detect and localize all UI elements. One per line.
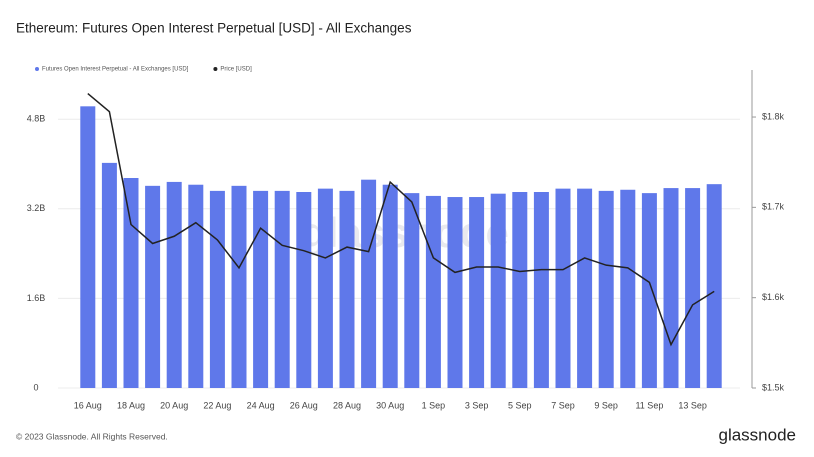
bar [361, 179, 377, 388]
y2-tick-label: $1.7k [762, 202, 785, 212]
legend-marker [35, 67, 39, 71]
bar [101, 162, 117, 388]
bar [663, 188, 679, 388]
bar [469, 197, 485, 388]
bar [706, 184, 722, 388]
bar [641, 193, 657, 388]
y-tick-label: 4.8B [27, 114, 46, 124]
y-tick-label: 0 [33, 382, 38, 392]
y-tick-label: 3.2B [27, 203, 46, 213]
x-tick-label: 7 Sep [551, 400, 575, 410]
x-tick-label: 26 Aug [290, 400, 318, 410]
bar [533, 192, 549, 388]
y2-tick-label: $1.6k [762, 292, 785, 302]
bar [188, 184, 204, 388]
bar [577, 188, 593, 388]
bar [620, 189, 636, 388]
y2-tick-label: $1.5k [762, 382, 785, 392]
bar [317, 188, 333, 388]
footer: © 2023 Glassnode. All Rights Reserved. [16, 431, 168, 441]
logo: glassnode [718, 425, 796, 444]
y-tick-label: 1.6B [27, 293, 46, 303]
x-tick-label: 22 Aug [203, 400, 231, 410]
bar [296, 192, 312, 388]
bar [231, 185, 247, 388]
y2-tick-label: $1.8k [762, 111, 785, 121]
legend-label: Futures Open Interest Perpetual - All Ex… [42, 67, 189, 73]
x-tick-label: 13 Sep [678, 400, 707, 410]
legend-marker [213, 67, 218, 71]
x-tick-label: 1 Sep [422, 400, 446, 410]
bar [274, 190, 290, 388]
bar [339, 190, 355, 388]
bar [404, 193, 420, 388]
bar [598, 190, 614, 388]
x-tick-label: 20 Aug [160, 400, 188, 410]
bar [80, 106, 96, 388]
bar [382, 184, 398, 388]
x-tick-label: 30 Aug [376, 400, 404, 410]
bar [123, 178, 139, 388]
bar [209, 190, 225, 388]
plot: 0 1.6B 3.2B 4.8B $1.5k $1.6k $1.7k $1.8k 16 Aug 1… [27, 67, 785, 411]
x-tick-label: 11 Sep [635, 400, 663, 410]
x-tick-label: 16 Aug [74, 400, 102, 410]
bar [685, 188, 701, 388]
bar [166, 181, 182, 388]
bar [425, 195, 441, 388]
x-tick-label: 24 Aug [247, 400, 275, 410]
x-tick-label: 3 Sep [465, 400, 489, 410]
legend-label: Price [USD] [220, 67, 252, 73]
x-tick-label: 5 Sep [508, 400, 532, 410]
bar [512, 192, 528, 388]
bar [253, 190, 269, 388]
bar [447, 197, 463, 388]
bar [145, 185, 161, 388]
x-tick-label: 28 Aug [333, 400, 361, 410]
bar [490, 193, 506, 388]
bar [555, 188, 571, 388]
x-tick-label: 9 Sep [594, 400, 618, 410]
price-line [87, 92, 715, 347]
x-tick-label: 18 Aug [117, 400, 145, 410]
chart-title: Ethereum: Futures Open Interest Perpetua… [16, 21, 412, 36]
